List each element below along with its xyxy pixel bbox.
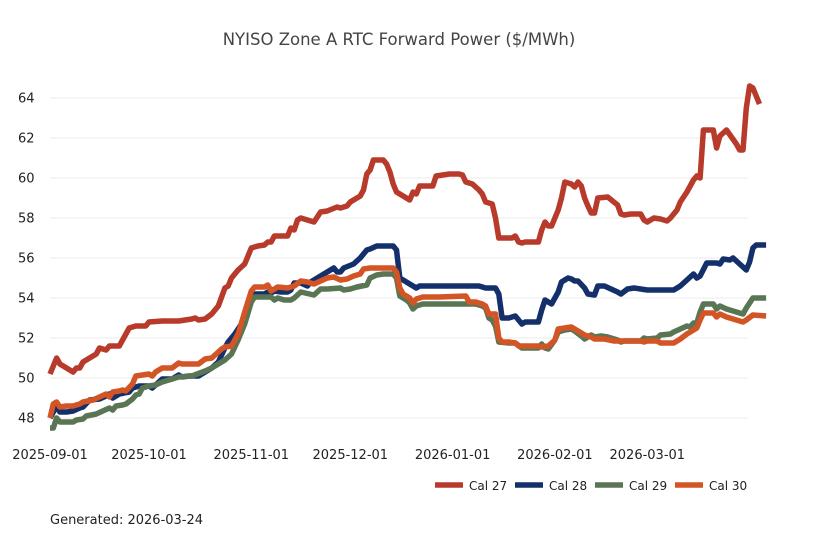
generated-timestamp: Generated: 2026-03-24 — [50, 513, 204, 528]
x-tick-label: 2026-01-01 — [415, 448, 491, 463]
y-tick-label: 58 — [18, 212, 35, 227]
chart-title: NYISO Zone A RTC Forward Power ($/MWh) — [223, 30, 576, 49]
legend-label: Cal 30 — [709, 479, 747, 493]
x-tick-label: 2025-11-01 — [214, 448, 290, 463]
series-line-cal-27 — [47, 83, 763, 376]
y-tick-label: 64 — [18, 92, 35, 107]
y-tick-label: 60 — [18, 172, 35, 187]
x-tick-label: 2026-03-01 — [610, 448, 686, 463]
plot-area — [47, 83, 767, 431]
x-axis: 2025-09-01 2025-10-01 2025-11-01 2025-12-01… — [12, 448, 685, 463]
legend-label: Cal 29 — [629, 479, 667, 493]
series-line-cal-30 — [47, 265, 767, 419]
x-tick-label: 2025-10-01 — [111, 448, 187, 463]
y-tick-label: 56 — [18, 252, 35, 267]
x-tick-label: 2025-09-01 — [12, 448, 88, 463]
series-line-cal-28 — [47, 242, 767, 420]
legend-label: Cal 28 — [549, 479, 587, 493]
x-tick-label: 2025-12-01 — [313, 448, 389, 463]
x-tick-label: 2026-02-01 — [517, 448, 593, 463]
legend-label: Cal 27 — [469, 479, 507, 493]
legend: Cal 27 Cal 28 Cal 29 Cal 30 — [435, 479, 747, 493]
y-tick-label: 62 — [18, 132, 35, 147]
y-tick-label: 50 — [18, 372, 35, 387]
y-tick-label: 48 — [18, 412, 35, 427]
y-tick-label: 54 — [18, 292, 35, 307]
y-tick-label: 52 — [18, 332, 35, 347]
y-axis: 48 50 52 54 56 58 60 62 64 — [18, 92, 35, 427]
